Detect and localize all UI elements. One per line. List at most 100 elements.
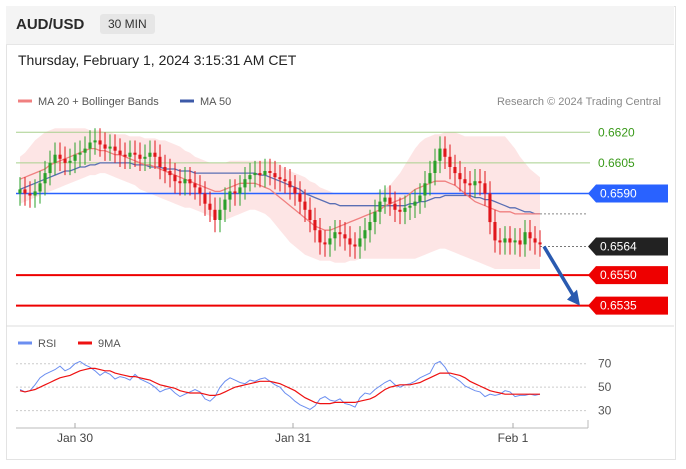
- candle-body: [243, 179, 247, 188]
- candle-body: [173, 175, 177, 182]
- resistance-label: 0.6605: [598, 156, 635, 170]
- rsi-legend-label: RSI: [38, 338, 56, 350]
- chart-header: AUD/USD 30 MIN: [6, 6, 674, 45]
- candle-body: [228, 191, 232, 200]
- candle-body: [448, 156, 452, 167]
- candle-body: [463, 179, 467, 184]
- candle-body: [118, 150, 122, 155]
- symbol-label: AUD/USD: [16, 16, 85, 33]
- candle-body: [373, 211, 377, 222]
- candle-body: [318, 230, 322, 243]
- candle-body: [213, 209, 217, 220]
- candle-body: [253, 173, 257, 176]
- x-axis-tick-label: Feb 1: [498, 431, 529, 445]
- candle-body: [478, 181, 482, 184]
- candle-body: [168, 171, 172, 176]
- candle-body: [248, 175, 252, 180]
- support-tag: [588, 296, 668, 315]
- rsi-grid: 70 50 30: [16, 357, 612, 418]
- candle-body: [198, 187, 202, 194]
- candle-body: [88, 142, 92, 149]
- current-price-tag: [588, 237, 668, 256]
- support-tag: [588, 266, 668, 285]
- candle-body: [328, 238, 332, 245]
- chart-datetime: Thursday, February 1, 2024 3:15:31 AM CE…: [18, 52, 297, 68]
- candle-body: [513, 240, 517, 243]
- candle-body: [533, 238, 537, 243]
- candle-body: [498, 240, 502, 243]
- candle-body: [473, 181, 477, 186]
- candle-body: [28, 193, 32, 196]
- candle-body: [388, 197, 392, 204]
- candle-body: [378, 201, 382, 212]
- candle-body: [363, 230, 367, 239]
- candle-body: [398, 209, 402, 212]
- ma20-line: [19, 147, 540, 231]
- candle-body: [263, 171, 267, 176]
- candle-body: [188, 179, 192, 184]
- candle-body: [53, 154, 57, 163]
- candle-body: [348, 238, 352, 245]
- timeframe-button[interactable]: 30 MIN: [100, 14, 155, 34]
- candle-body: [538, 242, 542, 245]
- candle-body: [63, 158, 67, 163]
- candle-body: [383, 197, 387, 202]
- candle-body: [148, 152, 152, 157]
- candle-body: [33, 191, 37, 196]
- x-axis-tick-label: Jan 30: [57, 431, 93, 445]
- candle-body: [93, 140, 97, 143]
- candle-body: [343, 234, 347, 239]
- candle-body: [68, 160, 72, 163]
- candle-body: [368, 222, 372, 231]
- forecast-arrow-shaft: [542, 245, 576, 298]
- candle-body: [258, 173, 262, 176]
- candle-body: [183, 179, 187, 184]
- candle-body: [123, 154, 127, 157]
- rsi-ma-line: [19, 367, 540, 405]
- candle-body: [83, 148, 87, 153]
- candle-body: [458, 173, 462, 180]
- candle-body: [403, 207, 407, 212]
- candle-body: [433, 160, 437, 173]
- candle-body: [393, 203, 397, 210]
- candle-body: [138, 154, 142, 159]
- candle-body: [313, 220, 317, 231]
- rsi-tick-label: 30: [598, 404, 612, 418]
- rsi-lines: [19, 360, 541, 410]
- candle-body: [483, 183, 487, 194]
- candle-body: [283, 179, 287, 182]
- candle-body: [43, 173, 47, 184]
- candle-body: [493, 222, 497, 241]
- candle-body: [308, 209, 312, 220]
- candle-body: [333, 232, 337, 239]
- candle-body: [523, 232, 527, 245]
- research-credit: Research © 2024 Trading Central: [497, 96, 661, 108]
- pivot-label: 0.6590: [600, 186, 637, 200]
- pivot-tag: [588, 184, 668, 203]
- candle-body: [268, 171, 272, 173]
- candle-body: [323, 242, 327, 245]
- x-axis-tick-label: Jan 31: [275, 431, 311, 445]
- candle-body: [418, 195, 422, 202]
- candle-body: [23, 189, 27, 194]
- forecast-arrow: [542, 245, 580, 306]
- x-axis-labels: Jan 30 Jan 31 Feb 1: [57, 423, 529, 445]
- candle-body: [503, 238, 507, 243]
- candle-body: [78, 152, 82, 155]
- candle-body: [408, 205, 412, 208]
- candle-body: [133, 152, 137, 155]
- candle-body: [203, 193, 207, 204]
- candle-body: [338, 232, 342, 235]
- rsi-tick-label: 50: [598, 380, 612, 394]
- rsi-line: [19, 360, 541, 410]
- candle-body: [143, 156, 147, 159]
- ma20-legend-label: MA 20 + Bollinger Bands: [38, 96, 159, 108]
- candle-body: [428, 173, 432, 184]
- candle-body: [163, 167, 167, 172]
- ma50-legend-label: MA 50: [200, 96, 231, 108]
- candle-body: [353, 244, 357, 247]
- candle-body: [98, 140, 102, 145]
- candle-body: [453, 167, 457, 174]
- resistance-label: 0.6620: [598, 125, 635, 139]
- candle-body: [108, 146, 112, 149]
